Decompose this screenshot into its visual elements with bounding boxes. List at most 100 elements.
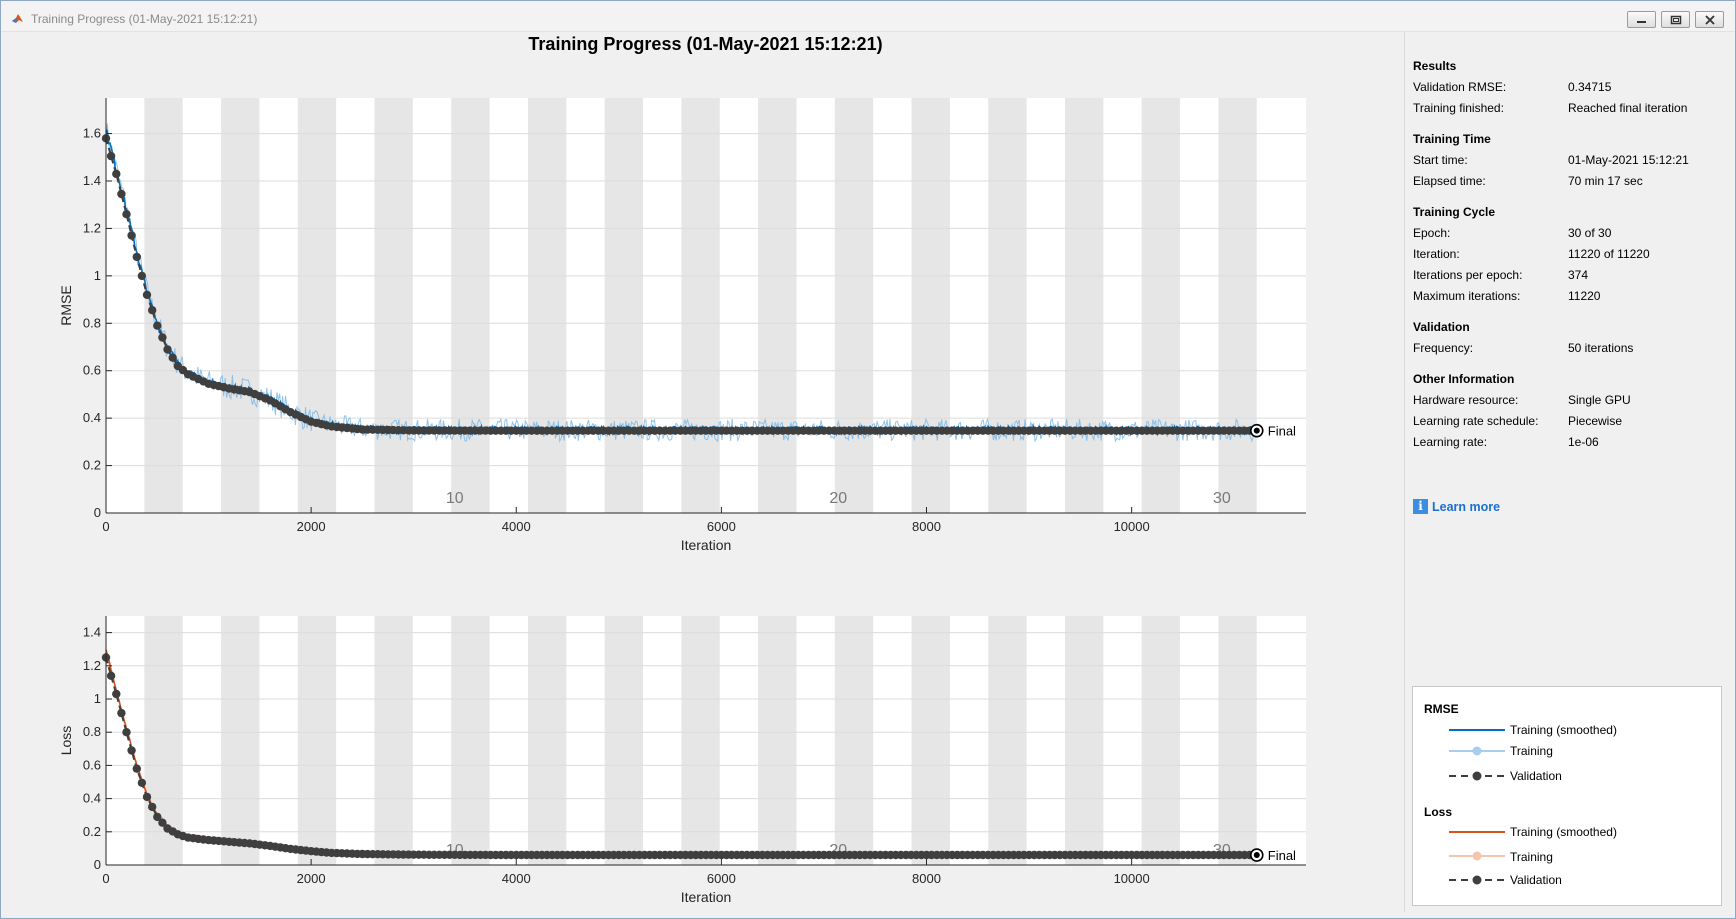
rmse-plot: 10 20 30 Final 0 0.2 0.4 0.6 0.8 1 1.2 1.4 1.6 0 2000 4…	[58, 98, 1306, 553]
validation-section-title: Validation	[1413, 320, 1470, 334]
loss-final-label: Final	[1268, 848, 1296, 863]
rmse-epoch-band	[297, 98, 337, 513]
learn-more-link[interactable]: i Learn more	[1413, 499, 1500, 514]
rmse-x-tick-label: 10000	[1114, 519, 1150, 534]
rmse-validation-point	[132, 252, 141, 262]
rmse-y-tick-label: 0.4	[83, 410, 101, 425]
loss-y-tick-label: 0.6	[83, 757, 101, 772]
loss-y-tick-label: 0.4	[83, 791, 101, 806]
elapsed-time-value: 70 min 17 sec	[1568, 174, 1643, 188]
loss-final-marker-dot	[1253, 852, 1260, 859]
loss-x-tick-label: 2000	[297, 871, 326, 886]
loss-epoch-band	[221, 616, 260, 865]
legend: RMSE Training (smoothed) Training Valida…	[1412, 686, 1722, 906]
rmse-epoch-band	[374, 98, 413, 513]
rmse-y-tick-label: 0.8	[83, 315, 101, 330]
loss-y-tick-label: 1.2	[83, 658, 101, 673]
loss-smoothed-swatch	[1449, 831, 1505, 833]
loss-x-axis-label: Iteration	[681, 889, 732, 905]
rmse-validation-point	[168, 353, 177, 362]
main-title: Training Progress (01-May-2021 15:12:21)	[528, 34, 883, 54]
training-time-section-title: Training Time	[1413, 132, 1491, 146]
rmse-epoch-band	[604, 98, 644, 513]
loss-training-label: Training	[1510, 850, 1553, 864]
loss-epoch-band	[911, 616, 950, 865]
start-time-value: 01-May-2021 15:12:21	[1568, 153, 1689, 167]
rmse-epoch-band	[681, 98, 720, 513]
loss-epoch-band	[604, 616, 644, 865]
elapsed-time-label: Elapsed time:	[1413, 174, 1486, 188]
rmse-epoch-band	[911, 98, 950, 513]
loss-validation-point	[112, 689, 121, 699]
minimize-button[interactable]	[1627, 11, 1656, 28]
legend-loss-title: Loss	[1424, 805, 1453, 819]
rmse-y-tick-label: 1	[94, 268, 101, 283]
loss-validation-swatch	[1449, 875, 1505, 885]
rmse-y-tick-label: 0.6	[83, 363, 101, 378]
rmse-validation-point	[122, 210, 131, 219]
learning-rate-value: 1e-06	[1568, 435, 1599, 449]
restore-button[interactable]	[1661, 11, 1690, 28]
loss-training-swatch	[1449, 851, 1505, 861]
loss-y-tick-label: 1.4	[83, 625, 101, 640]
title-bar[interactable]: Training Progress (01-May-2021 15:12:21)	[1, 1, 1735, 32]
maximum-iterations-value: 11220	[1568, 289, 1601, 303]
start-time-label: Start time:	[1413, 153, 1468, 167]
rmse-y-tick-label: 0	[94, 505, 101, 520]
rmse-smoothed-label: Training (smoothed)	[1510, 723, 1617, 737]
legend-rmse-title: RMSE	[1424, 702, 1459, 716]
loss-x-tick-label: 10000	[1114, 871, 1150, 886]
loss-validation-point	[132, 764, 141, 773]
loss-x-tick-label: 4000	[502, 871, 531, 886]
learning-rate-label: Learning rate:	[1413, 435, 1488, 449]
rmse-validation-point	[153, 321, 162, 330]
iterations-per-epoch-label: Iterations per epoch:	[1413, 268, 1523, 282]
training-finished-label: Training finished:	[1413, 101, 1504, 115]
loss-validation-point	[122, 728, 131, 737]
rmse-epoch-band	[527, 98, 567, 513]
validation-rmse-value: 0.34715	[1568, 80, 1612, 94]
rmse-smoothed-swatch	[1449, 729, 1505, 731]
loss-y-axis-label: Loss	[58, 726, 74, 756]
loss-x-tick-label: 0	[102, 871, 109, 886]
rmse-epoch-band	[221, 98, 260, 513]
frequency-value: 50 iterations	[1568, 341, 1634, 355]
loss-validation-point	[127, 746, 136, 755]
learn-more-label: Learn more	[1432, 499, 1501, 514]
hardware-resource-label: Hardware resource:	[1413, 393, 1519, 407]
rmse-epoch-band	[1141, 98, 1181, 513]
window-title: Training Progress (01-May-2021 15:12:21)	[31, 12, 258, 26]
matlab-logo-icon	[12, 14, 23, 23]
rmse-validation-point	[106, 151, 116, 161]
iteration-value: 11220 of 11220	[1568, 247, 1650, 261]
learning-rate-schedule-label: Learning rate schedule:	[1413, 414, 1539, 428]
rmse-epoch-band	[988, 98, 1027, 513]
loss-epoch-band	[988, 616, 1027, 865]
rmse-final-label: Final	[1268, 424, 1296, 439]
validation-rmse-label: Validation RMSE:	[1413, 80, 1507, 94]
learning-rate-schedule-value: Piecewise	[1568, 414, 1623, 428]
loss-y-tick-label: 1	[94, 691, 101, 706]
rmse-x-tick-label: 0	[102, 519, 109, 534]
loss-epoch-band	[1064, 616, 1104, 865]
loss-epoch-band	[297, 616, 337, 865]
rmse-epoch-band	[758, 98, 797, 513]
loss-epoch-band	[834, 616, 874, 865]
iterations-per-epoch-value: 374	[1568, 268, 1589, 282]
close-button[interactable]	[1695, 11, 1724, 28]
rmse-validation-point	[117, 189, 126, 199]
rmse-training-label: Training	[1510, 744, 1553, 758]
rmse-validation-point	[148, 306, 157, 315]
rmse-y-tick-label: 1.2	[83, 220, 101, 235]
epoch-label: Epoch:	[1413, 226, 1451, 240]
loss-x-tick-label: 6000	[707, 871, 736, 886]
loss-validation-point	[158, 818, 167, 827]
training-cycle-section-title: Training Cycle	[1413, 205, 1496, 219]
rmse-x-tick-label: 4000	[502, 519, 531, 534]
loss-epoch-band	[1218, 616, 1257, 865]
epoch-value: 30 of 30	[1568, 226, 1612, 240]
rmse-x-tick-label: 2000	[297, 519, 326, 534]
